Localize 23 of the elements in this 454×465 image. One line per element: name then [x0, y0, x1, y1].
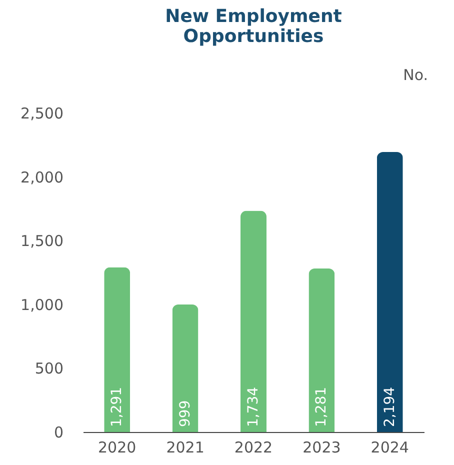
y-tick-label: 1,500: [20, 232, 64, 250]
y-tick-label: 0: [54, 424, 64, 442]
x-tick-label: 2020: [98, 438, 136, 456]
data-label: 1,291: [109, 386, 126, 427]
data-label: 1,734: [246, 386, 262, 427]
data-label: 2,194: [382, 386, 398, 427]
x-tick-label: 2022: [234, 438, 273, 456]
bar: [376, 152, 403, 432]
y-tick-label: 2,500: [20, 104, 64, 122]
y-tick-label: 1,000: [20, 296, 64, 314]
x-tick-label: 2024: [370, 438, 409, 456]
chart-title: New Employment Opportunities: [165, 6, 342, 47]
x-tick-label: 2021: [166, 438, 204, 456]
data-label: 999: [177, 400, 194, 427]
y-tick-label: 2,000: [20, 168, 64, 186]
x-tick-label: 2023: [302, 438, 341, 456]
text: No.: [403, 66, 428, 84]
bar: [308, 268, 335, 432]
bar: [172, 304, 198, 432]
data-label: 1,281: [314, 386, 330, 427]
bar: [240, 210, 266, 432]
y-tick-label: 500: [34, 360, 64, 378]
bar: [104, 267, 130, 432]
